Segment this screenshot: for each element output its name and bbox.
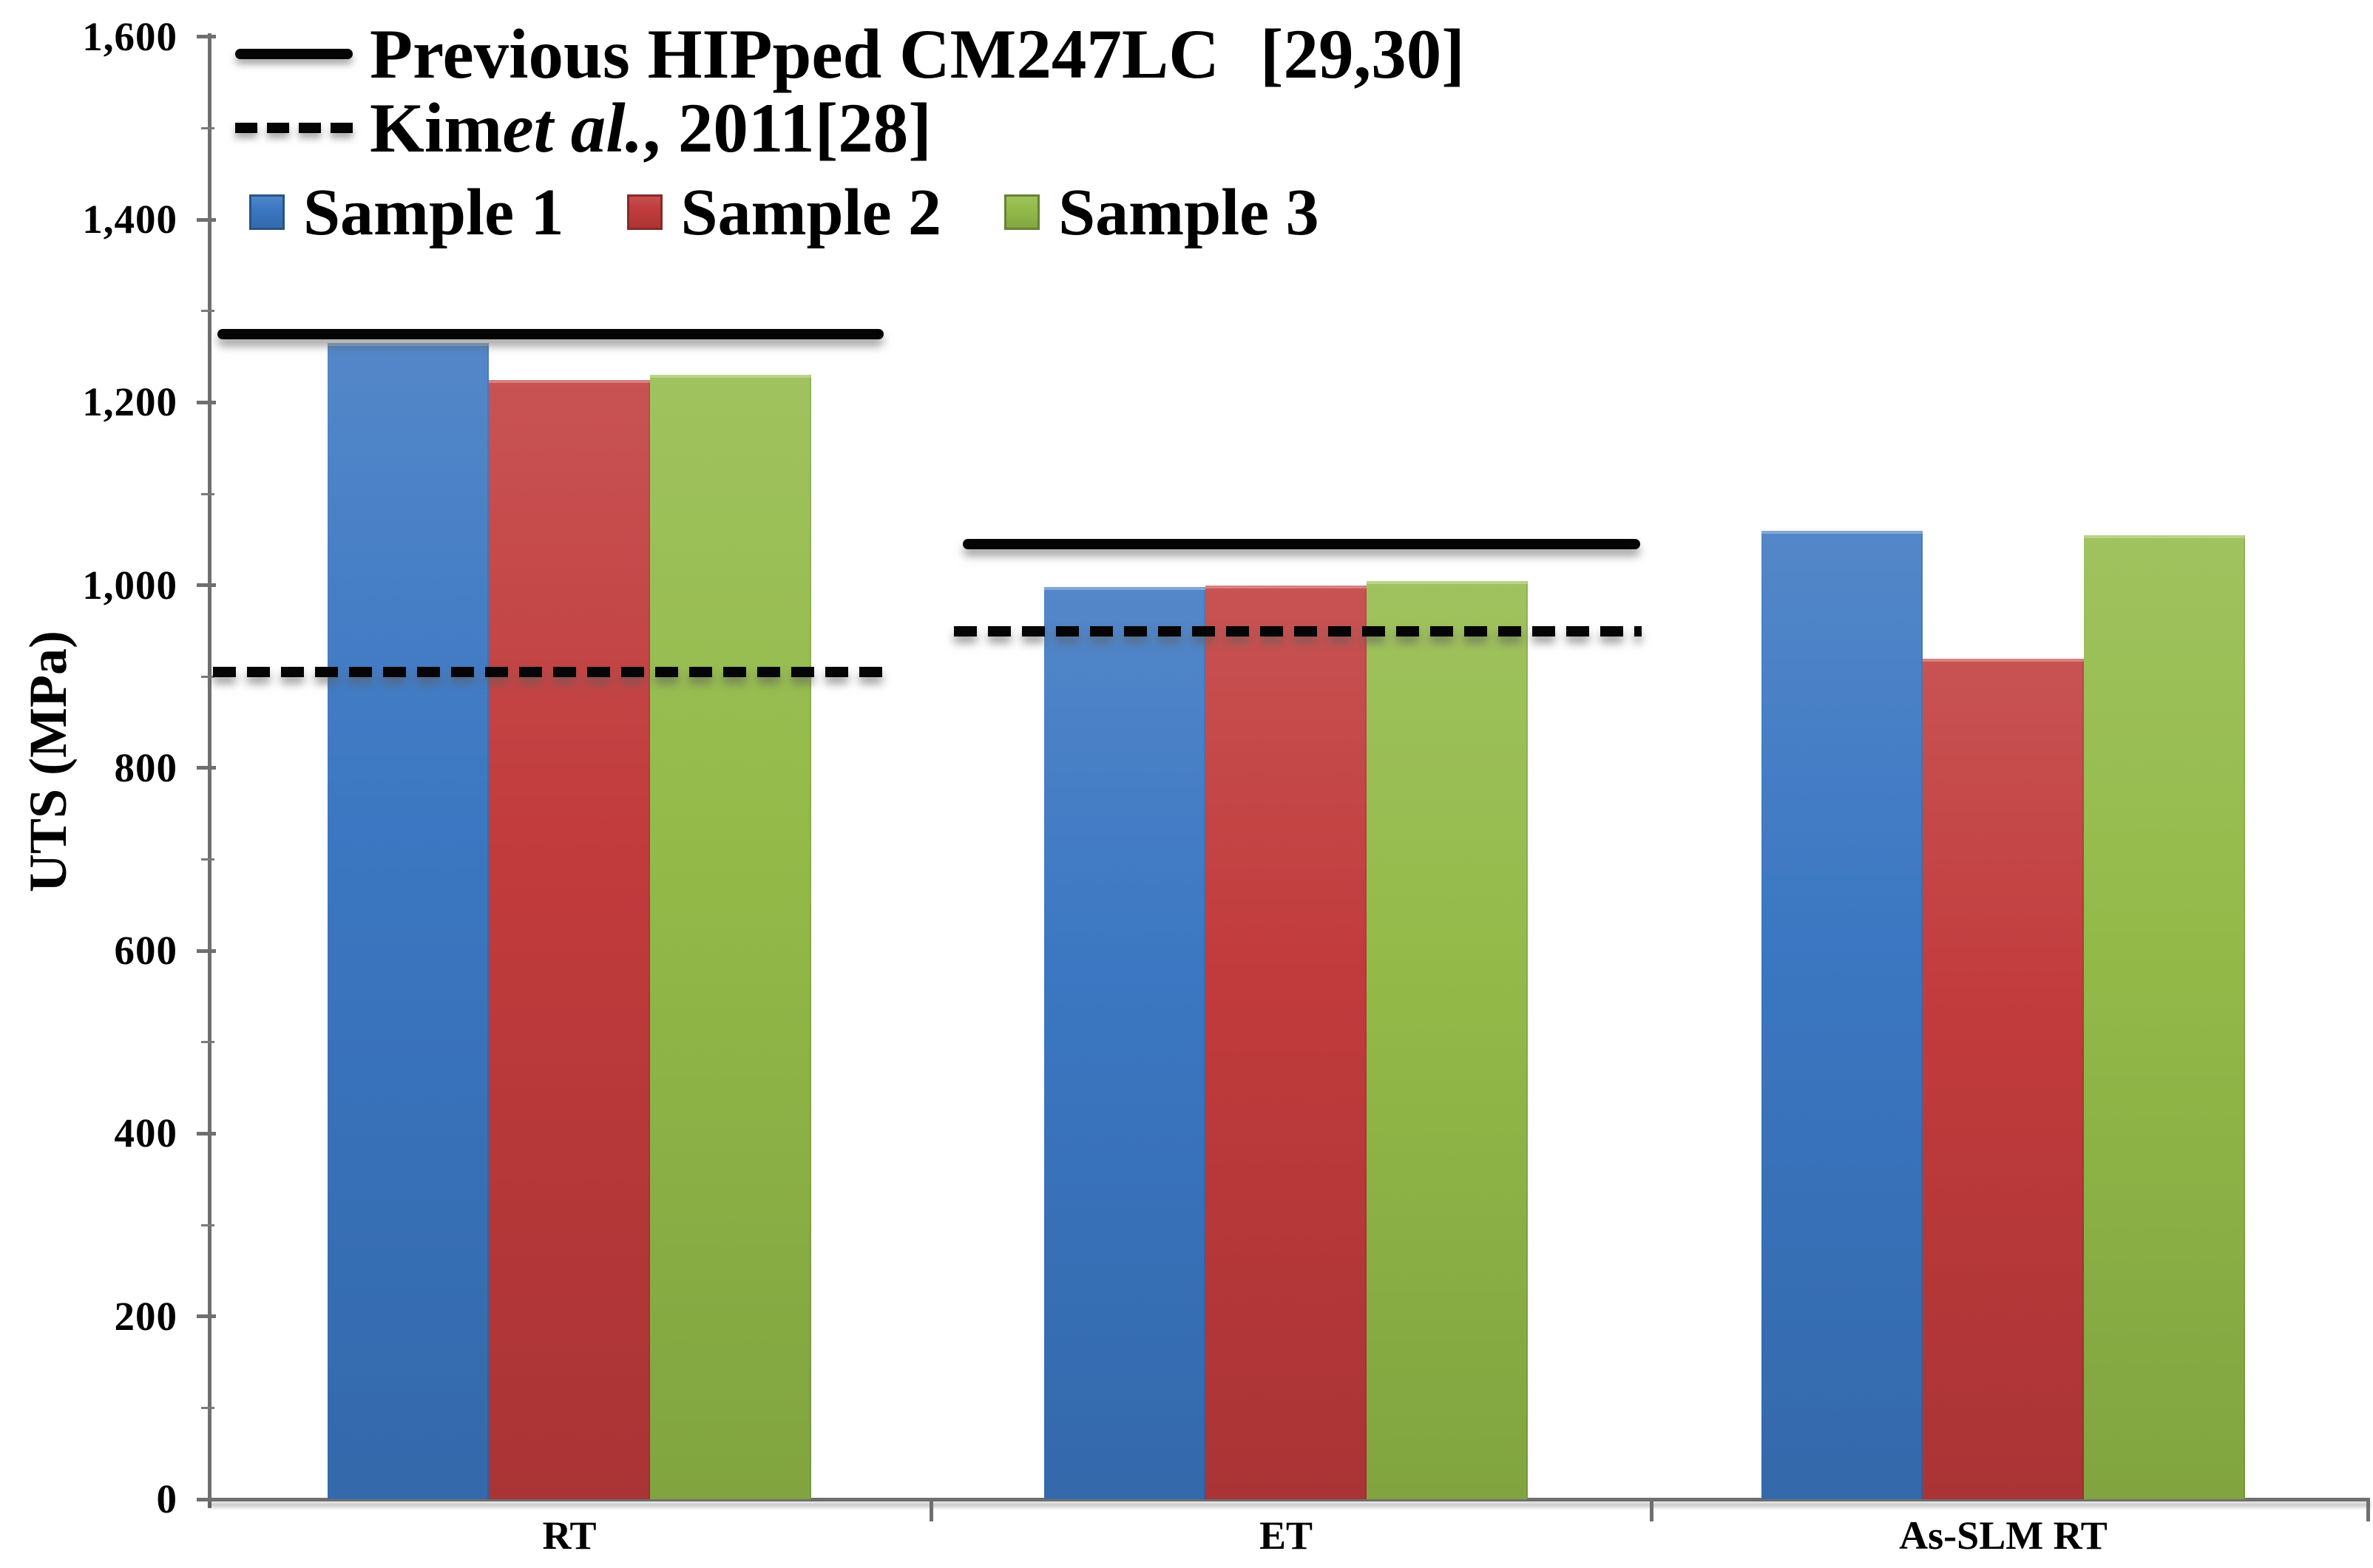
sample-2-swatch-icon (626, 194, 663, 230)
y-tick-label: 800 (114, 744, 177, 790)
bar-sample-2-as-slm-rt (1923, 658, 2084, 1499)
y-tick-label: 200 (114, 1293, 177, 1339)
bar-sample-1-as-slm-rt (1761, 530, 1923, 1499)
legend-label-kim-etal: et al. (502, 88, 643, 167)
y-minor-tick (201, 492, 214, 495)
legend-label-sample-3: Sample 3 (1058, 175, 1319, 249)
y-axis-line (208, 33, 211, 1508)
y-tick-label: 1,600 (82, 13, 177, 59)
x-category-label: ET (1259, 1513, 1313, 1558)
refline-kim-rt (213, 667, 882, 678)
bar-sample-2-rt (489, 379, 650, 1499)
y-minor-tick (201, 858, 214, 861)
y-minor-tick (201, 1223, 214, 1226)
x-boundary-tick (1650, 1499, 1653, 1521)
legend-item-sample-3: Sample 3 (1004, 174, 1319, 251)
x-axis-line (209, 1498, 2370, 1501)
x-boundary-tick (2366, 1499, 2370, 1521)
y-tick-label: 0 (156, 1476, 177, 1521)
y-tick-label: 1,400 (82, 197, 177, 242)
y-tick-label: 1,200 (82, 379, 177, 425)
y-major-tick (197, 1497, 216, 1501)
refline-hipped-rt (217, 328, 884, 339)
y-minor-tick (201, 1406, 214, 1409)
y-major-tick (197, 766, 216, 770)
bar-sample-3-et (1367, 580, 1528, 1499)
y-tick-label: 400 (114, 1110, 177, 1156)
bar-sample-3-rt (650, 375, 811, 1499)
dashed-line-swatch-icon (235, 122, 353, 133)
x-category-label: RT (542, 1513, 597, 1558)
legend-label-hipped: Previous HIPped CM247LC (370, 15, 1219, 93)
legend-item-sample-2: Sample 2 (626, 174, 942, 251)
legend-item-sample-1: Sample 1 (249, 174, 564, 251)
refline-hipped-et (963, 539, 1640, 550)
x-boundary-tick (930, 1499, 933, 1521)
legend-label-sample-1: Sample 1 (303, 175, 564, 249)
y-major-tick (197, 1314, 216, 1319)
bar-sample-2-et (1205, 585, 1367, 1499)
y-major-tick (197, 35, 216, 39)
y-major-tick (197, 1131, 216, 1136)
sample-3-swatch-icon (1004, 194, 1040, 230)
refline-kim-et (954, 625, 1642, 637)
legend-label-kim-post: , 2011 (643, 88, 815, 167)
y-major-tick (197, 217, 216, 222)
y-minor-tick (201, 127, 214, 130)
legend-ref-kim: [28] (814, 88, 932, 167)
legend-row-kim: Kim et al., 2011 [28] (235, 81, 932, 174)
solid-line-swatch-icon (235, 49, 353, 59)
y-major-tick (197, 583, 216, 588)
bar-sample-1-rt (328, 343, 489, 1499)
legend-ref-hipped: [29,30] (1259, 15, 1465, 93)
y-minor-tick (201, 310, 214, 313)
legend-row-samples: Sample 1 Sample 2 Sample 3 (249, 172, 1319, 253)
y-minor-tick (201, 1041, 214, 1044)
y-minor-tick (201, 675, 214, 678)
x-category-label: As-SLM RT (1899, 1513, 2108, 1558)
y-tick-label: 600 (114, 928, 177, 974)
sample-1-swatch-icon (249, 194, 285, 230)
y-major-tick (197, 948, 216, 953)
legend-label-kim-pre: Kim (370, 88, 503, 167)
y-major-tick (197, 400, 216, 404)
bar-sample-1-et (1044, 587, 1205, 1499)
y-tick-label: 1,000 (82, 562, 177, 608)
bar-sample-3-as-slm-rt (2084, 534, 2245, 1499)
legend-row-hipped: Previous HIPped CM247LC [29,30] (235, 6, 1465, 102)
legend-label-sample-2: Sample 2 (680, 175, 942, 249)
